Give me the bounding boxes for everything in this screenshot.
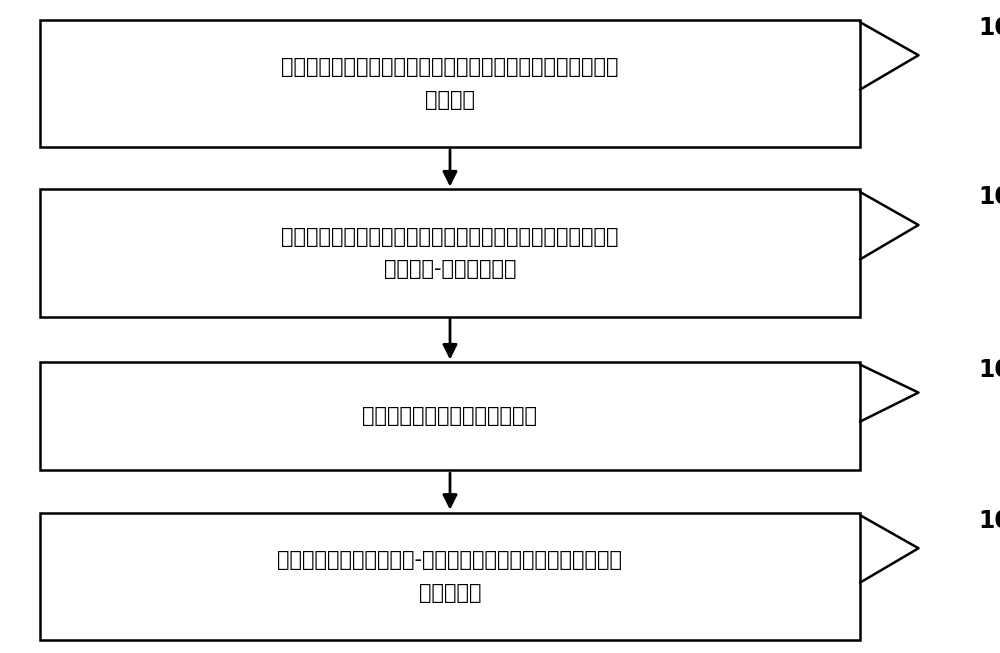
Bar — [40, 362, 860, 470]
Text: 103: 103 — [978, 358, 1000, 382]
Text: 根据在多个时间点的多个对应的输出电压，建立目标电储能设
备的电压-时间拟合模型: 根据在多个时间点的多个对应的输出电压，建立目标电储能设 备的电压-时间拟合模型 — [281, 227, 619, 279]
Text: 根据放电电流，以及电压-时间拟合模型，确定目标电储能设备
的剩余电能: 根据放电电流，以及电压-时间拟合模型，确定目标电储能设备 的剩余电能 — [277, 550, 622, 603]
Bar — [40, 20, 860, 147]
Text: 104: 104 — [978, 509, 1000, 533]
Text: 101: 101 — [978, 16, 1000, 40]
Text: 102: 102 — [978, 185, 1000, 210]
Text: 获取目标电储能设备在放电过程中的多个时间点的多个对应的
输出电压: 获取目标电储能设备在放电过程中的多个时间点的多个对应的 输出电压 — [281, 57, 619, 110]
Bar — [40, 189, 860, 317]
Bar — [40, 513, 860, 640]
Text: 确定目标电储能设备的放电电流: 确定目标电储能设备的放电电流 — [362, 406, 538, 426]
